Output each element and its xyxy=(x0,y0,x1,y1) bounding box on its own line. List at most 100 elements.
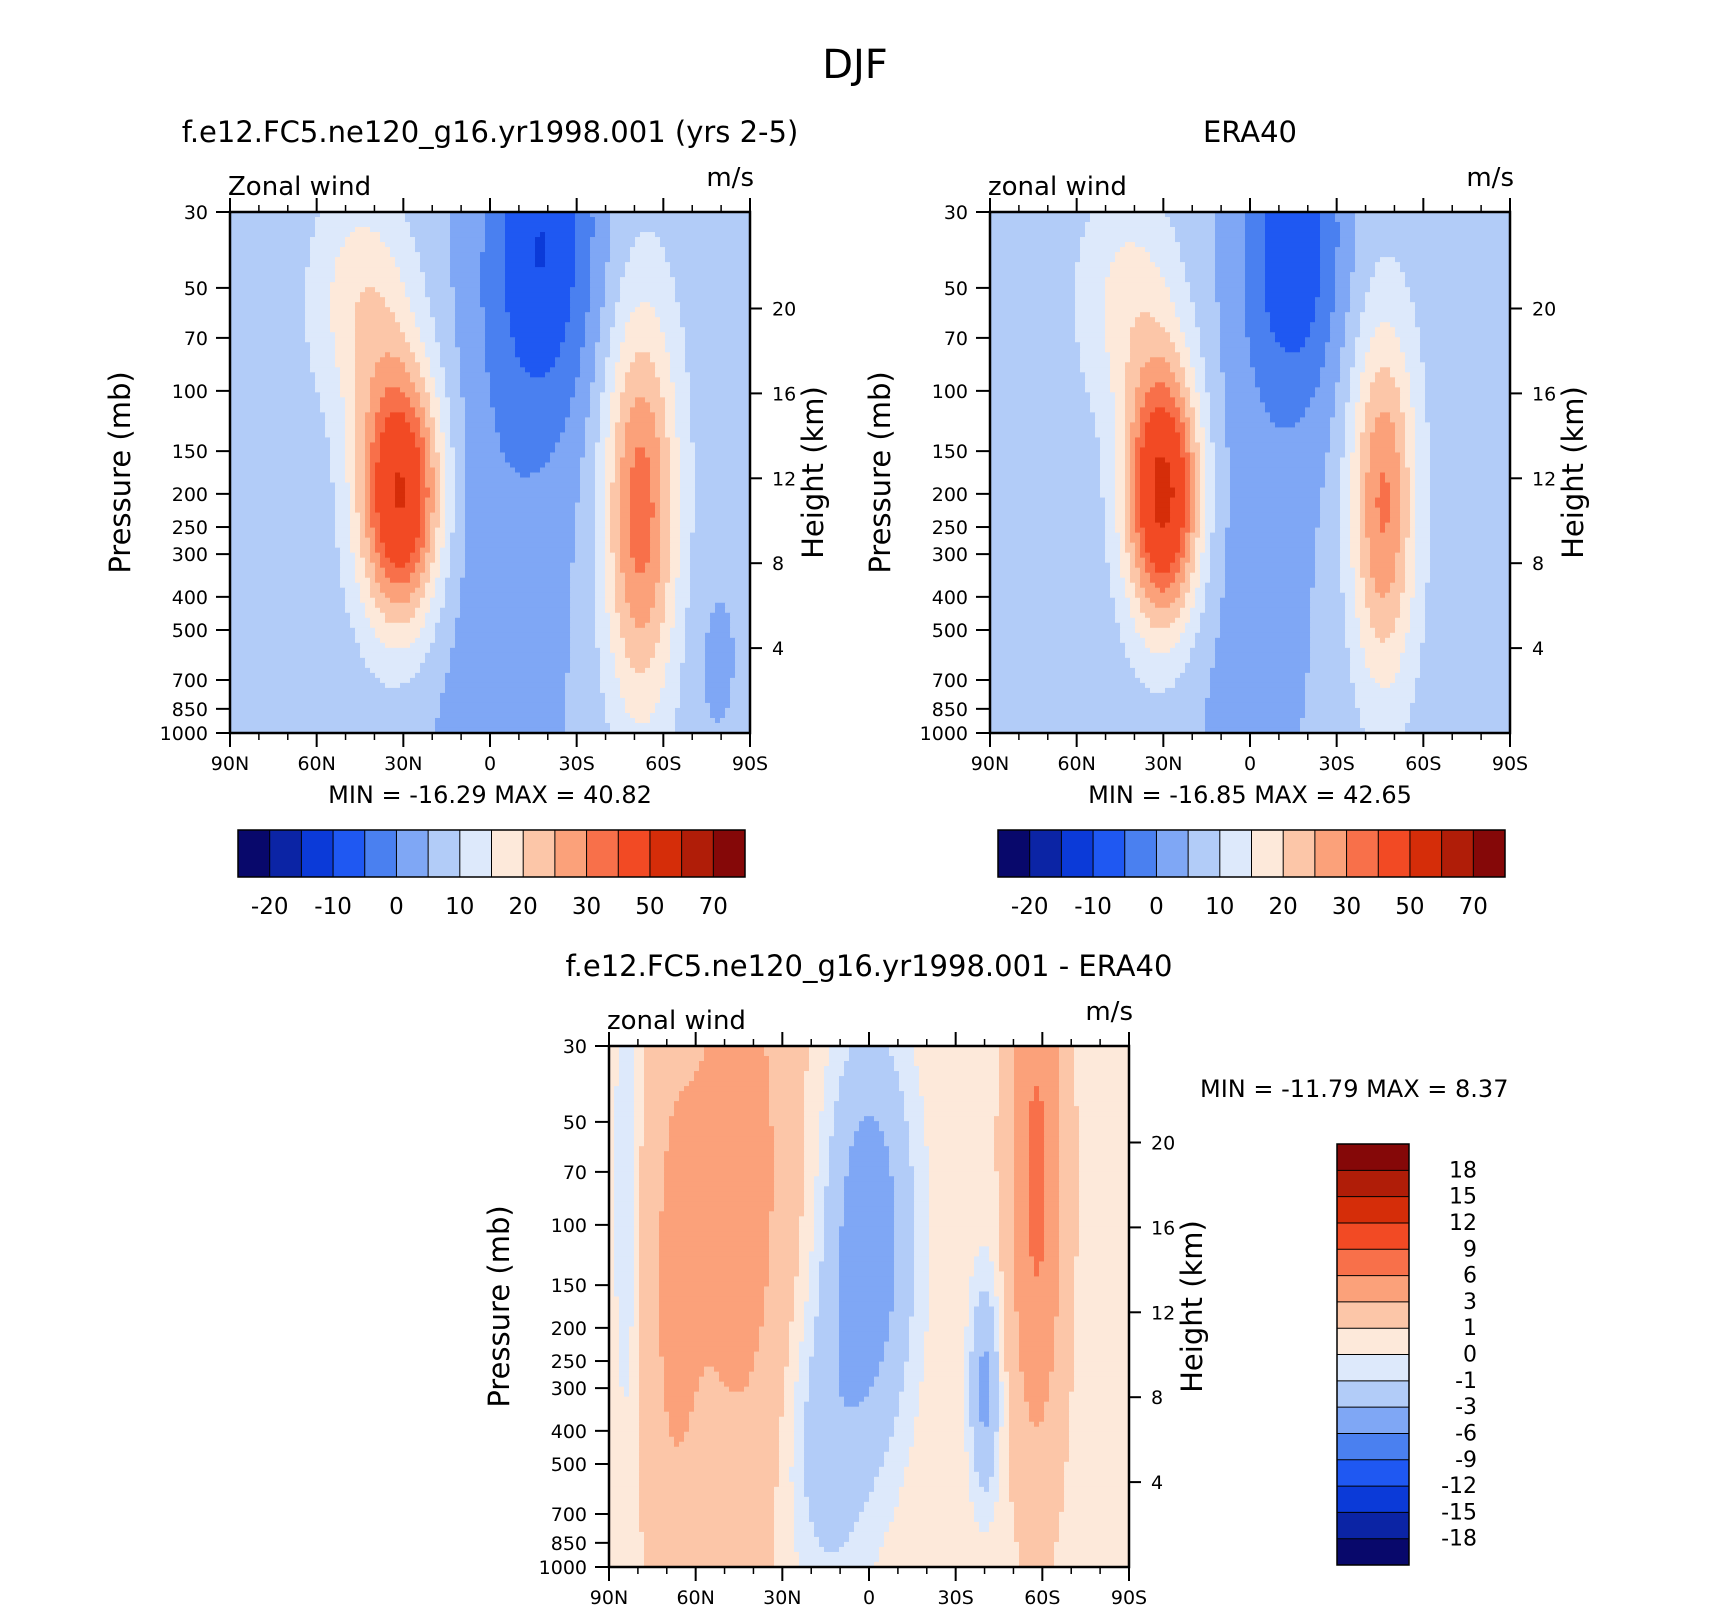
field-cell xyxy=(1360,538,1371,544)
field-cell xyxy=(634,1312,640,1318)
field-cell xyxy=(769,1101,805,1107)
field-cell xyxy=(615,663,631,669)
field-cell xyxy=(634,1161,640,1167)
field-cell xyxy=(1225,407,1266,413)
field-cell xyxy=(1400,397,1411,403)
field-cell xyxy=(1115,523,1126,529)
field-cell xyxy=(629,1337,640,1343)
field-cell xyxy=(1340,478,1351,484)
field-cell xyxy=(1150,573,1176,579)
field-cell xyxy=(1350,663,1366,669)
field-cell xyxy=(510,332,566,338)
field-cell xyxy=(335,352,356,358)
field-cell xyxy=(595,628,611,634)
field-cell xyxy=(330,292,361,298)
field-cell xyxy=(819,1166,830,1172)
field-cell xyxy=(415,247,451,253)
field-cell xyxy=(804,1301,820,1307)
field-cell xyxy=(610,503,621,509)
field-cell xyxy=(1135,442,1146,448)
field-cell xyxy=(1205,437,1211,443)
field-cell xyxy=(650,467,661,473)
field-cell xyxy=(580,367,596,373)
field-cell xyxy=(929,1216,1000,1222)
height-tick-label: 20 xyxy=(1532,298,1556,320)
field-cell xyxy=(1350,493,1361,499)
field-cell xyxy=(1130,533,1141,539)
field-cell xyxy=(610,638,626,644)
field-cell xyxy=(1135,417,1141,423)
field-cell xyxy=(1330,322,1346,328)
field-cell xyxy=(1185,513,1191,519)
field-cell xyxy=(1014,1166,1030,1172)
field-cell xyxy=(1135,673,1181,679)
field-cell xyxy=(1340,503,1351,509)
field-cell xyxy=(620,623,636,629)
field-cell xyxy=(315,382,341,388)
field-cell xyxy=(570,583,596,589)
field-cell xyxy=(595,442,606,448)
field-cell xyxy=(1140,367,1171,373)
field-cell xyxy=(1185,267,1216,273)
field-cell xyxy=(894,1221,915,1227)
field-cell xyxy=(670,578,676,584)
field-cell xyxy=(824,1251,840,1257)
field-cell xyxy=(1400,523,1411,529)
field-cell xyxy=(605,513,611,519)
field-cell xyxy=(1044,1161,1060,1167)
field-cell xyxy=(894,1296,915,1302)
field-cell xyxy=(1260,387,1316,393)
field-cell xyxy=(1370,668,1401,674)
field-cell xyxy=(990,307,1076,313)
field-cell xyxy=(1059,1081,1075,1087)
field-cell xyxy=(1365,307,1416,313)
field-cell xyxy=(774,1191,805,1197)
field-cell xyxy=(420,337,436,343)
field-cell xyxy=(659,1261,770,1267)
field-cell xyxy=(550,457,581,463)
field-cell xyxy=(1395,382,1411,388)
field-cell xyxy=(804,1312,820,1318)
field-cell xyxy=(420,508,426,514)
field-cell xyxy=(650,658,671,664)
field-cell xyxy=(230,543,336,549)
field-cell xyxy=(630,252,666,258)
field-cell xyxy=(1405,553,1416,559)
field-cell xyxy=(675,593,691,599)
field-cell xyxy=(634,1096,645,1102)
field-cell xyxy=(659,1317,765,1323)
field-cell xyxy=(1059,1101,1075,1107)
field-cell xyxy=(445,382,461,388)
field-cell xyxy=(380,588,416,594)
field-cell xyxy=(1200,462,1206,468)
field-cell xyxy=(1415,508,1431,514)
field-cell xyxy=(585,317,601,323)
field-cell xyxy=(445,513,456,519)
field-cell xyxy=(1079,1211,1130,1217)
field-cell xyxy=(375,498,396,504)
field-cell xyxy=(1420,653,1511,659)
field-cell xyxy=(230,628,356,634)
field-cell xyxy=(1185,457,1191,463)
field-cell xyxy=(575,272,591,278)
field-cell xyxy=(909,1327,930,1333)
field-cell xyxy=(1315,528,1341,534)
field-cell xyxy=(1170,518,1186,524)
field-cell xyxy=(365,528,376,534)
field-cell xyxy=(650,462,661,468)
field-cell xyxy=(1044,1166,1060,1172)
field-cell xyxy=(420,257,451,263)
field-cell xyxy=(804,1131,820,1137)
field-cell xyxy=(615,603,631,609)
field-cell xyxy=(605,583,616,589)
field-cell xyxy=(390,247,416,253)
field-cell xyxy=(969,1296,980,1302)
field-cell xyxy=(310,362,336,368)
field-cell xyxy=(1205,523,1216,529)
field-cell xyxy=(345,593,361,599)
field-cell xyxy=(455,342,486,348)
field-cell xyxy=(1180,613,1191,619)
field-cell xyxy=(370,558,381,564)
field-cell xyxy=(1145,427,1176,433)
field-cell xyxy=(1425,583,1511,589)
